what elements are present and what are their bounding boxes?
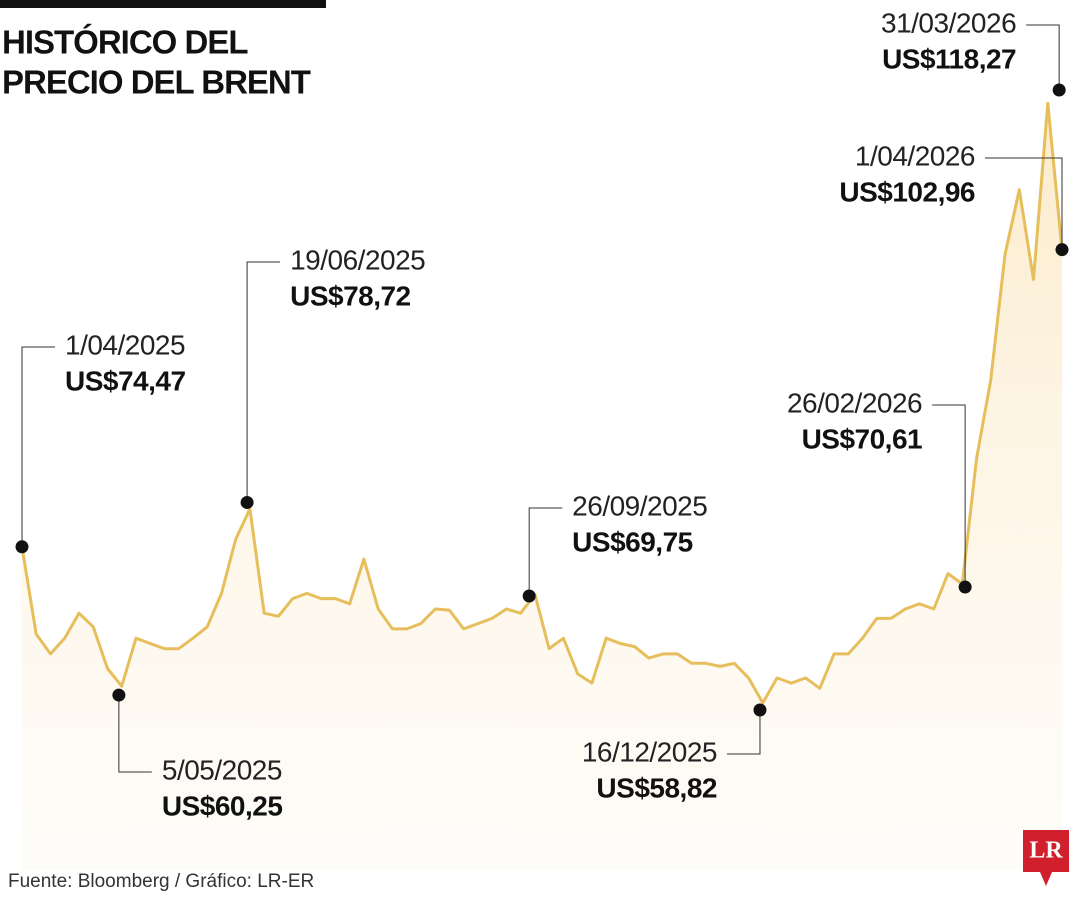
- annotation-value: US$60,25: [162, 790, 283, 821]
- point: [112, 688, 126, 702]
- area: [22, 103, 1062, 870]
- leader-line: [932, 404, 966, 588]
- leader-line: [118, 695, 152, 773]
- leader-line: [985, 157, 1063, 250]
- point: [1055, 243, 1069, 257]
- logo-box: [1023, 830, 1069, 872]
- source: Fuente: Bloomberg / Gráfico: LR-ER: [8, 871, 314, 892]
- chart-title: HISTÓRICO DEL: [2, 24, 248, 61]
- annotation-date: 1/04/2025: [65, 329, 185, 360]
- point: [958, 580, 972, 594]
- leader-line: [1026, 24, 1060, 90]
- point: [522, 589, 536, 603]
- logo-text: LR: [1029, 838, 1063, 864]
- point: [753, 703, 767, 717]
- leader-line: [726, 710, 761, 755]
- annotation-value: US$74,47: [65, 365, 186, 396]
- annotation-date: 26/09/2025: [572, 490, 707, 521]
- title-bar: [0, 0, 326, 8]
- leader-line: [21, 346, 55, 547]
- logo: LR: [1023, 830, 1069, 886]
- chart-title: PRECIO DEL BRENT: [2, 64, 311, 101]
- annotation-value: US$69,75: [572, 526, 693, 557]
- logo-tail: [1040, 872, 1052, 886]
- annotation-date: 5/05/2025: [162, 754, 282, 785]
- annotation-date: 31/03/2026: [881, 7, 1016, 38]
- annotation-date: 19/06/2025: [290, 244, 425, 275]
- annotation-date: 26/02/2026: [787, 387, 922, 418]
- leader-line: [528, 507, 563, 597]
- plot: 1/04/2025 US$74,47 5/05/2025 US$60,25 19/06/…: [15, 7, 1069, 870]
- annotation-value: US$102,96: [839, 176, 975, 207]
- annotation-value: US$78,72: [290, 280, 411, 311]
- point: [15, 540, 29, 554]
- annotation-value: US$70,61: [802, 423, 923, 454]
- annotation-date: 1/04/2026: [855, 140, 975, 171]
- annotation-value: US$118,27: [882, 43, 1016, 74]
- price-line: [20, 101, 1064, 705]
- leader-line: [246, 261, 281, 503]
- annotation-value: US$58,82: [596, 772, 717, 803]
- point: [1052, 83, 1066, 97]
- annotation-date: 16/12/2025: [582, 736, 717, 767]
- point: [240, 495, 254, 509]
